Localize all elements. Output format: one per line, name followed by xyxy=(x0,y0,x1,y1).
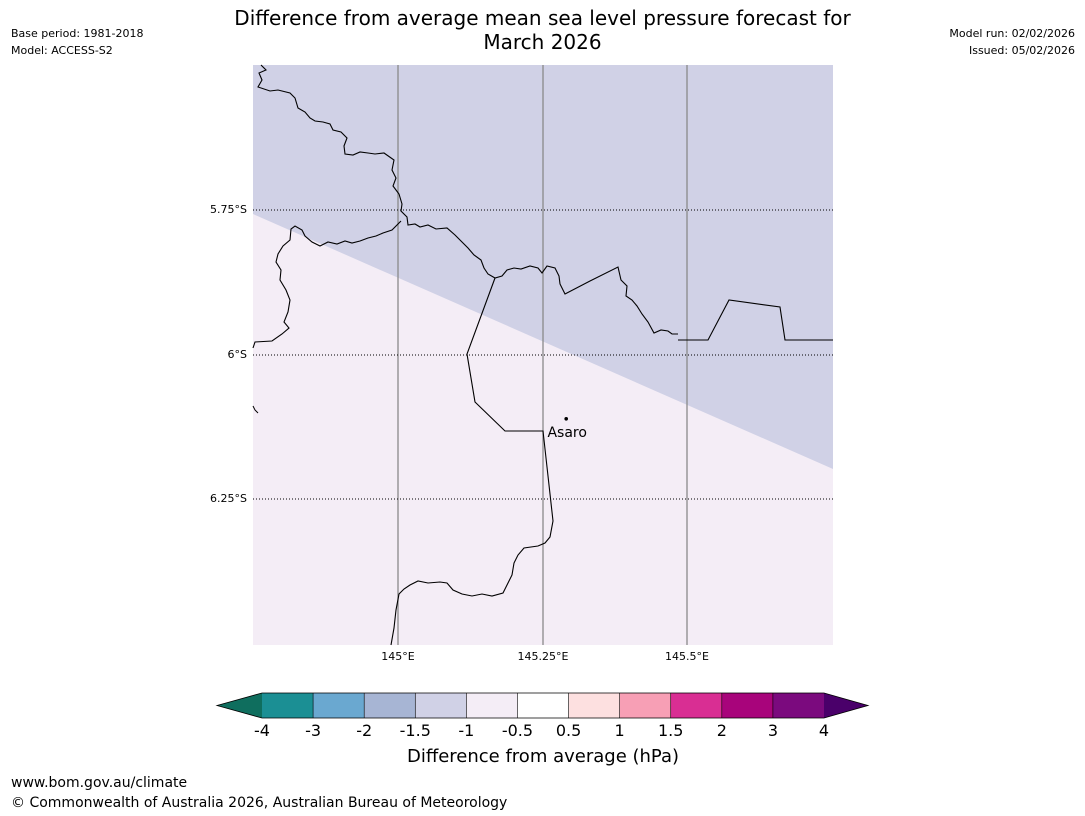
boundary-edge-fragment xyxy=(252,405,259,414)
lon-label-145.25: 145.25°E xyxy=(518,650,569,663)
colorbar-segment xyxy=(262,693,314,718)
colorbar-segment xyxy=(772,693,825,718)
lat-label-6: 6°S xyxy=(228,348,247,361)
lat-label-5.75: 5.75°S xyxy=(210,203,247,216)
colorbar-tick-label: -4 xyxy=(254,721,270,740)
metadata-right: Model run: 02/02/2026 Issued: 05/02/2026 xyxy=(949,25,1075,59)
asaro-marker xyxy=(564,417,568,421)
asaro-label: Asaro xyxy=(547,425,586,441)
colorbar-tick-label: 4 xyxy=(819,721,829,740)
lat-label-6.25: 6.25°S xyxy=(210,492,247,505)
colorbar-segment xyxy=(415,693,467,718)
base-period-text: Base period: 1981-2018 xyxy=(11,27,144,40)
colorbar-tick-label: -0.5 xyxy=(502,721,533,740)
colorbar-segment xyxy=(619,693,672,718)
boundary-eastern xyxy=(678,299,833,341)
colorbar-tick-label: 0.5 xyxy=(556,721,581,740)
colorbar-extend-low xyxy=(217,693,262,718)
colorbar-extend-high xyxy=(824,693,868,718)
colorbar-outline xyxy=(215,692,870,719)
colorbar-tick-label: -1 xyxy=(458,721,474,740)
boundary-southern xyxy=(390,277,554,646)
colorbar-segment xyxy=(568,693,621,718)
model-run-text: Model run: 02/02/2026 xyxy=(949,27,1075,40)
colorbar-segment xyxy=(670,693,723,718)
colorbar-tick-label: 1 xyxy=(615,721,625,740)
map-panel: Asaro 5.75°S 6°S 6.25°S 145°E 145.25°E 1… xyxy=(210,64,833,663)
colorbar-segment xyxy=(364,693,416,718)
title-line-1: Difference from average mean sea level p… xyxy=(234,6,851,30)
colorbar-segment xyxy=(313,693,365,718)
lon-label-145: 145°E xyxy=(381,650,414,663)
colorbar-tick-label: 2 xyxy=(717,721,727,740)
title-line-2: March 2026 xyxy=(483,30,602,54)
lon-label-145.5: 145.5°E xyxy=(665,650,709,663)
model-text: Model: ACCESS-S2 xyxy=(11,44,113,57)
issued-text: Issued: 05/02/2026 xyxy=(968,44,1075,57)
colorbar-tick-label: 3 xyxy=(768,721,778,740)
colorbar-tick-label: -3 xyxy=(305,721,321,740)
footer-copyright: © Commonwealth of Australia 2026, Austra… xyxy=(11,795,508,811)
colorbar-label: Difference from average (hPa) xyxy=(407,746,679,767)
colorbar-segment xyxy=(517,693,569,718)
colorbar-tick-label: -1.5 xyxy=(400,721,431,740)
boundary-western xyxy=(252,220,402,349)
colorbar: -4 -3 -2 -1.5 -1 -0.5 0.5 1 1.5 2 3 4 xyxy=(215,692,870,740)
map-title: Difference from average mean sea level p… xyxy=(200,6,885,54)
footer-url: www.bom.gov.au/climate xyxy=(11,775,188,791)
colorbar-segment xyxy=(721,693,774,718)
colorbar-segment xyxy=(466,693,518,718)
colorbar-tick-label: 1.5 xyxy=(658,721,683,740)
colorbar-tick-label: -2 xyxy=(356,721,372,740)
boundary-northern xyxy=(257,64,678,335)
metadata-left: Base period: 1981-2018 Model: ACCESS-S2 xyxy=(11,25,143,59)
